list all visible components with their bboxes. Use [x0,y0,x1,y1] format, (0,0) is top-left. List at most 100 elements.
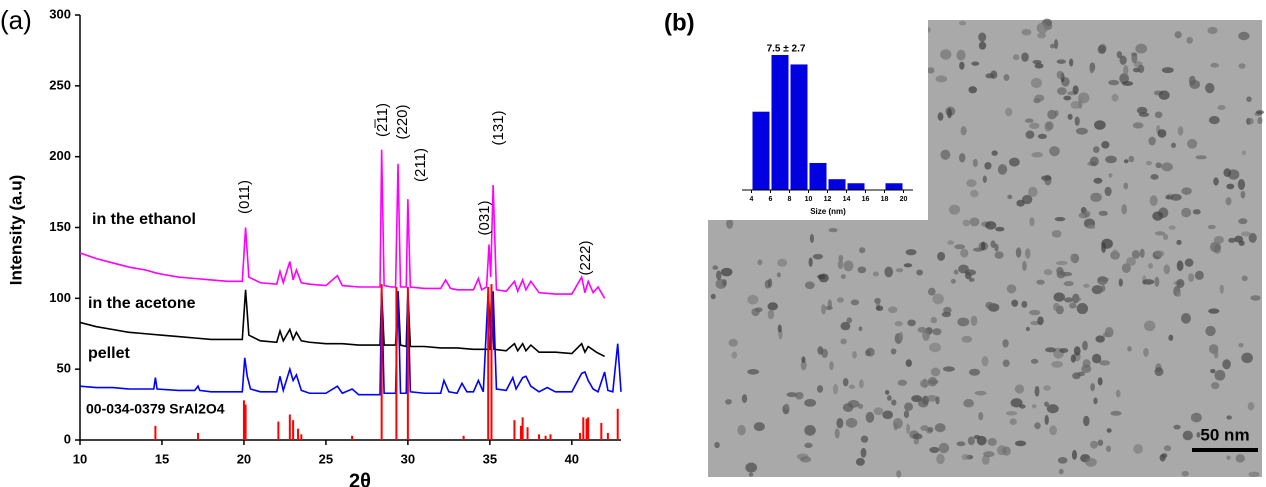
histogram-bar [885,183,903,190]
particle [957,317,970,327]
particle [1131,52,1138,64]
particle [1021,28,1032,36]
particle [948,204,961,215]
histogram-bar [790,64,808,190]
particle [937,251,946,261]
particle [1028,186,1038,198]
particle [958,20,967,26]
particle [1063,297,1074,303]
particle [836,297,844,303]
particle [858,326,863,332]
particle [728,338,738,347]
peak-label: (211) [412,148,429,182]
particle [857,266,867,274]
particle [926,394,938,402]
series-label: 00-034-0379 SrAl2O4 [86,401,225,417]
particle [1119,55,1127,65]
particle [1083,210,1091,218]
particle [1132,122,1144,129]
histogram-bar [847,183,865,190]
y-tick-label: 200 [49,148,71,163]
particle [1207,224,1216,230]
particle [846,317,853,324]
y-tick-label: 50 [57,361,71,376]
particle [1163,264,1171,275]
particle [1097,275,1108,286]
particle [1058,468,1064,475]
particle [1223,168,1232,177]
particle [1036,279,1045,285]
particle [960,248,969,258]
particle [1133,444,1143,454]
particle [1034,385,1040,397]
particle [1211,382,1220,390]
particle [1137,64,1145,74]
particle [961,335,973,343]
particle [1154,231,1166,236]
particle [913,438,920,445]
particle [1142,279,1155,285]
particle [1149,195,1158,206]
particle [972,247,984,252]
particle [1225,197,1232,206]
particle [1024,118,1034,123]
particle [710,293,716,300]
particle [1123,182,1129,190]
peak-label: (220) [394,104,411,139]
particle [827,299,832,310]
particle [959,61,965,70]
particle [1059,348,1069,353]
particle [1241,150,1246,156]
particle [1047,109,1057,120]
particle [875,305,884,311]
particle [767,278,773,288]
particle [1053,292,1065,302]
particle [1192,209,1201,215]
particle [1240,231,1251,237]
particle [1069,58,1074,67]
particle [1257,116,1263,125]
particle [1029,122,1040,129]
particle [919,379,930,388]
particle [1194,270,1204,280]
particle [1108,173,1113,178]
particle [1145,160,1153,166]
particle [895,268,904,273]
particle [941,311,952,318]
particle [1248,471,1260,478]
particle [757,259,763,266]
particle [978,412,984,421]
particle [751,307,760,317]
particle [1121,203,1127,215]
particle [978,32,987,42]
particle [1025,130,1035,139]
particle [1110,410,1122,416]
particle [1041,175,1052,181]
particle [953,269,959,275]
particle [994,243,999,252]
particle [855,457,865,466]
particle [1053,302,1060,312]
particle [937,112,944,121]
particle [961,454,970,461]
particle [1235,454,1245,463]
particle [1161,453,1168,459]
particle [1247,401,1255,411]
particle [777,324,782,333]
particle [1014,440,1027,447]
particle [927,287,936,296]
particle [1128,155,1135,163]
particle [1083,415,1090,427]
particle [997,164,1008,175]
particle [817,346,824,355]
particle [985,221,997,230]
particle [1007,194,1013,200]
particle [985,301,994,309]
particle [1021,52,1029,62]
particle [1002,446,1011,456]
particle [1044,414,1049,425]
x-tick-label: 14 [843,196,851,203]
particle [995,226,1005,232]
particle [1123,159,1129,164]
particle [1108,79,1120,86]
